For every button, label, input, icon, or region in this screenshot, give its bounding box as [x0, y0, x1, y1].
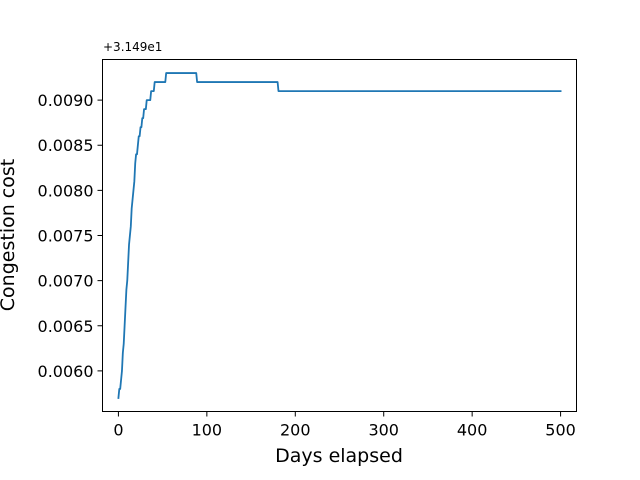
y-tick-label: 0.0065: [38, 317, 94, 336]
x-tick-label: 0: [113, 421, 123, 440]
y-tick-label: 0.0085: [38, 136, 94, 155]
axes-frame: [102, 59, 577, 412]
plot-area: 0 100 200 300 400 500 0.0060 0.0065 0.0070 0.0075…: [38, 72, 576, 440]
y-tick-label: 0.0070: [38, 272, 94, 291]
y-tick-label: 0.0075: [38, 227, 94, 246]
x-tick-label: 400: [457, 421, 488, 440]
y-offset-label: +3.149e1: [103, 40, 162, 54]
y-tick-label: 0.0090: [38, 91, 94, 110]
y-axis-label: Congestion cost: [0, 159, 19, 311]
x-tick-label: 300: [368, 421, 399, 440]
x-tick-label: 100: [192, 421, 223, 440]
x-tick-label: 200: [280, 421, 311, 440]
x-axis-label: Days elapsed: [275, 445, 403, 467]
y-tick-label: 0.0080: [38, 181, 94, 200]
y-tick-label: 0.0060: [38, 362, 94, 381]
x-tick-label: 500: [545, 421, 576, 440]
series-line: [117, 72, 562, 399]
